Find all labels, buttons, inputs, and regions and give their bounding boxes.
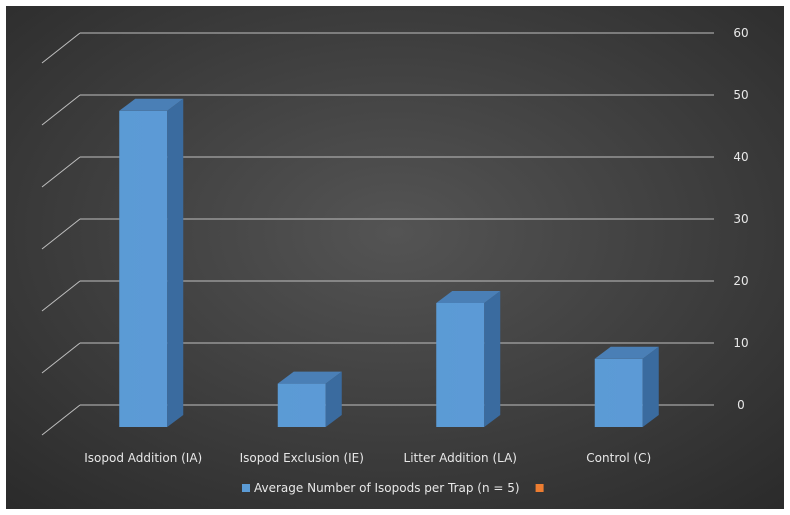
y-axis-ticks: 0 10 20 30 40 50 60 xyxy=(733,26,748,412)
bars xyxy=(119,98,659,428)
legend-label: Average Number of Isopods per Trap (n = … xyxy=(254,481,520,495)
bar-front-face xyxy=(119,110,168,428)
y-tick-label: 40 xyxy=(733,150,748,164)
bar-front-face xyxy=(594,358,643,427)
x-category-label: Isopod Addition (IA) xyxy=(84,451,202,465)
side-gridline xyxy=(41,342,81,374)
y-tick-label: 10 xyxy=(733,336,748,350)
y-tick-label: 0 xyxy=(737,398,745,412)
bar xyxy=(277,371,342,427)
x-category-label: Isopod Exclusion (IE) xyxy=(240,451,364,465)
side-gridline xyxy=(41,94,81,126)
bar-front-face xyxy=(436,303,485,427)
bar xyxy=(594,346,659,427)
bar-side-face xyxy=(484,291,501,427)
bar-top-face xyxy=(119,98,184,111)
bar-top-face xyxy=(277,371,342,384)
bar-top-face xyxy=(594,346,659,359)
y-tick-label: 30 xyxy=(733,212,748,226)
y-tick-label: 50 xyxy=(733,88,748,102)
bar-side-face xyxy=(642,346,659,427)
bar-side-face xyxy=(325,371,342,427)
y-tick-label: 60 xyxy=(733,26,748,40)
x-category-label: Litter Addition (LA) xyxy=(404,451,517,465)
gridlines xyxy=(41,32,714,436)
side-gridline xyxy=(41,404,81,436)
side-gridline xyxy=(41,280,81,312)
chart-frame: 0 10 20 30 40 50 60 Isopod Addition (IA) Isopod… xyxy=(6,6,784,509)
bar-front-face xyxy=(277,383,326,427)
bar xyxy=(436,291,501,427)
legend-swatch xyxy=(242,484,250,492)
legend: Average Number of Isopods per Trap (n = … xyxy=(242,481,544,495)
bar-top-face xyxy=(436,291,501,303)
y-tick-label: 20 xyxy=(733,274,748,288)
legend-swatch xyxy=(535,484,544,492)
side-gridline xyxy=(41,218,81,250)
bar xyxy=(119,98,184,428)
x-category-label: Control (C) xyxy=(586,451,651,465)
bar-side-face xyxy=(167,98,184,428)
x-axis-categories: Isopod Addition (IA) Isopod Exclusion (IE… xyxy=(84,451,651,465)
side-gridline xyxy=(41,156,81,188)
side-gridline xyxy=(41,32,81,64)
